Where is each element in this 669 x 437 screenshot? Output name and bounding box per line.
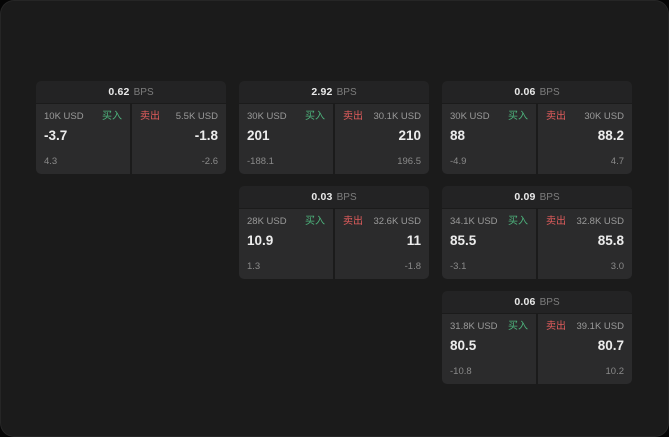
sell-delta: 3.0 [610,261,624,272]
spread-header: 2.92 BPS [239,81,429,103]
sell-price: 11 [406,233,421,248]
sell-label: 卖出 [546,216,566,227]
buy-amount: 34.1K USD [450,216,498,227]
buy-label: 买入 [305,216,325,227]
spread-value: 0.03 [311,191,333,203]
spread-unit: BPS [336,86,357,98]
buy-price: -3.7 [44,128,68,143]
quote-card: 0.03 BPS 28K USD 买入 10.9 1.3 卖出 32.6K US… [239,186,429,279]
sell-delta: 196.5 [397,156,421,167]
buy-panel[interactable]: 34.1K USD 买入 85.5 -3.1 [442,209,536,279]
sell-panel[interactable]: 卖出 32.6K USD 11 -1.8 [335,209,429,279]
sell-price: 85.8 [597,233,624,248]
quote-body: 10K USD 买入 -3.7 4.3 卖出 5.5K USD -1.8 -2.… [36,104,226,174]
buy-panel[interactable]: 31.8K USD 买入 80.5 -10.8 [442,314,536,384]
buy-price: 201 [247,128,270,143]
sell-panel[interactable]: 卖出 30K USD 88.2 4.7 [538,104,632,174]
spread-unit: BPS [336,191,357,203]
quote-card: 0.06 BPS 30K USD 买入 88 -4.9 卖出 30K USD [442,81,632,174]
quote-body: 28K USD 买入 10.9 1.3 卖出 32.6K USD 11 -1.8 [239,209,429,279]
buy-panel[interactable]: 30K USD 买入 88 -4.9 [442,104,536,174]
buy-amount: 28K USD [247,216,287,227]
buy-amount: 31.8K USD [450,321,498,332]
buy-label: 买入 [508,216,528,227]
buy-panel[interactable]: 10K USD 买入 -3.7 4.3 [36,104,130,174]
buy-label: 买入 [508,321,528,332]
spread-header: 0.03 BPS [239,186,429,208]
quote-card: 2.92 BPS 30K USD 买入 201 -188.1 卖出 30.1K … [239,81,429,174]
buy-price: 85.5 [450,233,477,248]
buy-amount: 30K USD [247,111,287,122]
quote-card: 0.06 BPS 31.8K USD 买入 80.5 -10.8 卖出 39.1… [442,291,632,384]
buy-amount: 30K USD [450,111,490,122]
quote-body: 30K USD 买入 88 -4.9 卖出 30K USD 88.2 4.7 [442,104,632,174]
sell-panel[interactable]: 卖出 5.5K USD -1.8 -2.6 [132,104,226,174]
buy-price: 88 [450,128,466,143]
spread-unit: BPS [539,191,560,203]
quote-body: 31.8K USD 买入 80.5 -10.8 卖出 39.1K USD 80.… [442,314,632,384]
spread-value: 2.92 [311,86,333,98]
sell-label: 卖出 [546,321,566,332]
buy-label: 买入 [305,111,325,122]
sell-amount: 5.5K USD [175,111,218,122]
sell-label: 卖出 [343,111,363,122]
quote-card: 0.09 BPS 34.1K USD 买入 85.5 -3.1 卖出 32.8K… [442,186,632,279]
spread-header: 0.62 BPS [36,81,226,103]
quote-card-grid: 0.62 BPS 10K USD 买入 -3.7 4.3 卖出 5.5K USD [36,81,632,384]
sell-amount: 32.6K USD [373,216,421,227]
spread-value: 0.06 [514,86,536,98]
spread-value: 0.06 [514,296,536,308]
sell-delta: 4.7 [610,156,624,167]
buy-label: 买入 [102,111,122,122]
sell-label: 卖出 [546,111,566,122]
sell-label: 卖出 [343,216,363,227]
spread-unit: BPS [133,86,154,98]
buy-panel[interactable]: 28K USD 买入 10.9 1.3 [239,209,333,279]
buy-delta: 4.3 [44,156,58,167]
quote-body: 30K USD 买入 201 -188.1 卖出 30.1K USD 210 1… [239,104,429,174]
buy-delta: -4.9 [450,156,467,167]
sell-delta: 10.2 [605,366,625,377]
spread-unit: BPS [539,86,560,98]
buy-delta: -3.1 [450,261,467,272]
buy-price: 10.9 [247,233,274,248]
quote-card: 0.62 BPS 10K USD 买入 -3.7 4.3 卖出 5.5K USD [36,81,226,174]
buy-price: 80.5 [450,338,477,353]
sell-delta: -1.8 [404,261,421,272]
buy-label: 买入 [508,111,528,122]
spread-header: 0.09 BPS [442,186,632,208]
spread-unit: BPS [539,296,560,308]
sell-panel[interactable]: 卖出 32.8K USD 85.8 3.0 [538,209,632,279]
spread-header: 0.06 BPS [442,81,632,103]
sell-price: 210 [398,128,421,143]
spread-header: 0.06 BPS [442,291,632,313]
buy-panel[interactable]: 30K USD 买入 201 -188.1 [239,104,333,174]
sell-panel[interactable]: 卖出 39.1K USD 80.7 10.2 [538,314,632,384]
sell-delta: -2.6 [201,156,218,167]
buy-amount: 10K USD [44,111,84,122]
sell-amount: 30K USD [584,111,624,122]
sell-price: 80.7 [597,338,624,353]
sell-label: 卖出 [140,111,160,122]
sell-amount: 39.1K USD [576,321,624,332]
sell-amount: 32.8K USD [576,216,624,227]
spread-value: 0.62 [108,86,130,98]
sell-panel[interactable]: 卖出 30.1K USD 210 196.5 [335,104,429,174]
buy-delta: -188.1 [247,156,274,167]
quote-body: 34.1K USD 买入 85.5 -3.1 卖出 32.8K USD 85.8… [442,209,632,279]
sell-price: 88.2 [597,128,624,143]
spread-value: 0.09 [514,191,536,203]
sell-amount: 30.1K USD [373,111,421,122]
buy-delta: -10.8 [450,366,472,377]
buy-delta: 1.3 [247,261,261,272]
sell-price: -1.8 [194,128,218,143]
